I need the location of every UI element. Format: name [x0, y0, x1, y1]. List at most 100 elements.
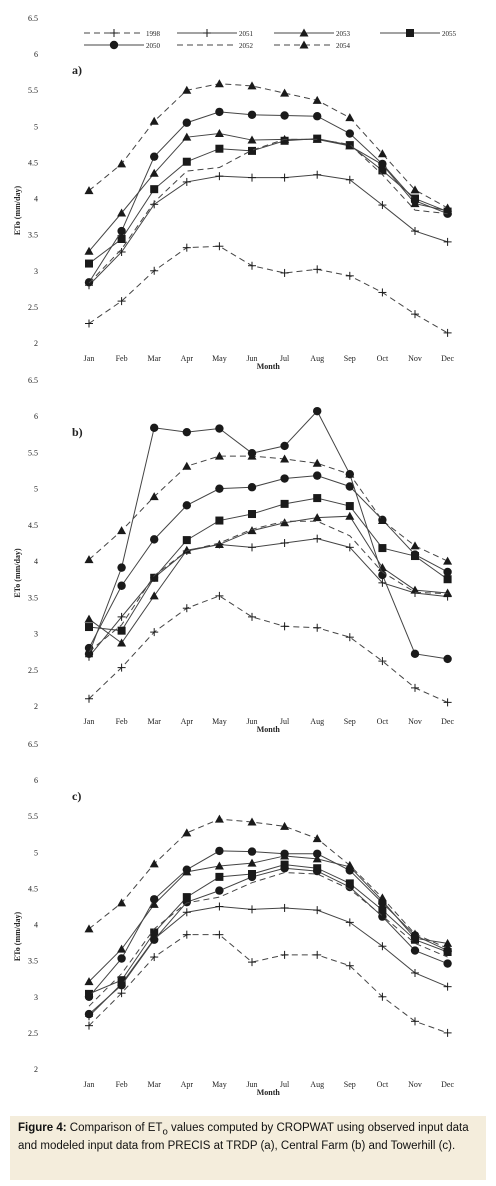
data-point [411, 310, 419, 319]
data-point [214, 129, 224, 138]
series-2054 [84, 814, 453, 952]
data-point [313, 134, 322, 143]
data-point [117, 981, 126, 990]
data-point [377, 149, 387, 158]
data-point [182, 427, 191, 437]
data-point [345, 511, 355, 520]
x-tick-label: Oct [377, 1080, 389, 1089]
legend-marker [299, 40, 309, 49]
x-tick-label: Dec [441, 717, 454, 726]
x-tick-label: Jan [84, 354, 95, 363]
series-line [88, 850, 448, 998]
x-axis-label: Month [257, 362, 281, 371]
data-point [345, 502, 354, 511]
series-2054 [84, 451, 453, 565]
data-point [215, 242, 224, 251]
data-point [117, 581, 126, 590]
data-point [345, 113, 355, 122]
data-point [215, 902, 224, 911]
data-point [248, 543, 256, 552]
data-point [117, 989, 126, 998]
legend-item-2054: 2054 [274, 40, 351, 50]
legend-marker [203, 29, 211, 37]
data-point [280, 518, 290, 527]
data-point [149, 899, 159, 908]
data-point [280, 454, 290, 463]
series-line [88, 475, 448, 649]
data-point [443, 588, 453, 597]
y-tick-label: 6.5 [28, 14, 38, 23]
series-2055 [85, 494, 452, 635]
data-point [150, 573, 159, 582]
data-point [345, 543, 354, 552]
data-point [248, 958, 256, 967]
y-tick-label: 2.5 [28, 1029, 38, 1038]
series-line [88, 520, 448, 653]
data-point [280, 903, 289, 912]
data-point [214, 79, 224, 88]
data-point [313, 534, 322, 543]
data-point [150, 423, 159, 433]
data-point [215, 484, 224, 493]
series-line [88, 410, 448, 660]
data-point [280, 441, 289, 451]
data-point [117, 898, 127, 907]
data-point [150, 152, 159, 161]
data-point [182, 930, 191, 939]
series-line [88, 867, 448, 1015]
x-tick-label: Feb [116, 717, 128, 726]
series-line [88, 818, 448, 949]
data-point [280, 849, 289, 858]
data-point [312, 854, 322, 863]
data-point [117, 663, 126, 672]
data-point [378, 942, 387, 951]
data-point [215, 930, 224, 939]
x-tick-label: Aug [310, 1080, 324, 1089]
data-point [182, 118, 191, 127]
data-point [443, 237, 452, 246]
y-tick-label: 3.5 [28, 957, 38, 966]
data-point [182, 501, 191, 510]
data-point [443, 938, 453, 947]
y-tick-label: 6 [34, 776, 38, 785]
data-point [84, 614, 94, 623]
data-point [150, 895, 159, 904]
data-point [247, 483, 257, 492]
data-point [182, 536, 191, 545]
data-point [248, 261, 256, 270]
y-tick-label: 5 [34, 848, 38, 857]
data-point [215, 172, 224, 181]
data-point [443, 698, 452, 707]
panel-c: 2 2.5 3 3.5 4 4.5 5 5.5 6 6.5 Jan Feb Mar Apr May Jun Ju… [13, 740, 454, 1097]
series-1998 [85, 591, 452, 707]
panel-label: a) [72, 63, 82, 77]
series-line [88, 83, 448, 209]
y-tick-label: 4.5 [28, 521, 38, 530]
data-point [313, 906, 322, 915]
data-point [280, 88, 290, 97]
data-point [84, 977, 94, 986]
data-point [84, 186, 94, 195]
data-point [117, 954, 126, 963]
data-point [117, 944, 127, 953]
x-tick-label: Jan [84, 717, 95, 726]
data-point [313, 494, 322, 503]
data-point [84, 1009, 94, 1019]
data-point [313, 471, 322, 480]
data-point [378, 544, 387, 553]
data-point [378, 578, 387, 587]
y-tick-label: 6 [34, 50, 38, 59]
data-point [313, 112, 322, 121]
data-point [182, 908, 191, 917]
data-point [312, 95, 322, 104]
data-point [410, 585, 420, 594]
data-point [149, 168, 159, 177]
x-tick-label: Jul [280, 354, 290, 363]
series-line [88, 864, 448, 995]
data-point [443, 567, 452, 577]
x-tick-label: May [212, 1080, 227, 1089]
data-point [247, 135, 257, 144]
data-point [85, 694, 93, 703]
data-point [345, 482, 354, 491]
legend-marker [109, 40, 119, 50]
